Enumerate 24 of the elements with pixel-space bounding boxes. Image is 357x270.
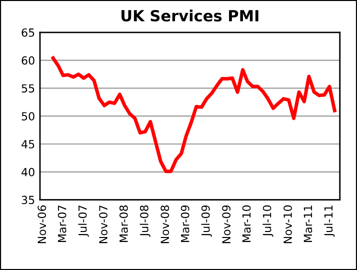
x-tick-label: Nov-08	[160, 205, 170, 244]
line-series	[51, 56, 336, 174]
x-tick-label: Jul-10	[262, 205, 274, 237]
x-tick-label: Nov-09	[222, 205, 231, 244]
x-tick-label: Mar-07	[58, 206, 66, 242]
y-tick-label: 35	[22, 196, 34, 204]
y-tick-label: 45	[22, 140, 34, 148]
y-tick-label: 65	[22, 28, 34, 37]
x-tick-label: Mar-11	[304, 206, 312, 242]
x-tick-label: Nov-10	[284, 205, 292, 244]
x-tick-label: Mar-09	[180, 205, 190, 242]
y-tick-label: 50	[22, 112, 34, 120]
x-tick-label: Nov-07	[99, 206, 108, 244]
x-tick-label: Jul-07	[78, 206, 89, 237]
x-tick-label: Mar-08	[119, 205, 128, 242]
x-tick-label: Jul-09	[201, 205, 212, 237]
x-tick-label: Nov-06	[38, 205, 46, 244]
y-tick-label: 55	[22, 84, 34, 93]
chart-title: UK Services PMI	[122, 10, 258, 22]
x-tick-label: Jul-08	[140, 205, 150, 237]
x-tick-label: Jul-11	[324, 206, 335, 237]
y-tick-label: 60	[22, 56, 34, 65]
y-tick-label: 40	[22, 168, 34, 176]
x-tick-label: Mar-10	[242, 205, 251, 242]
